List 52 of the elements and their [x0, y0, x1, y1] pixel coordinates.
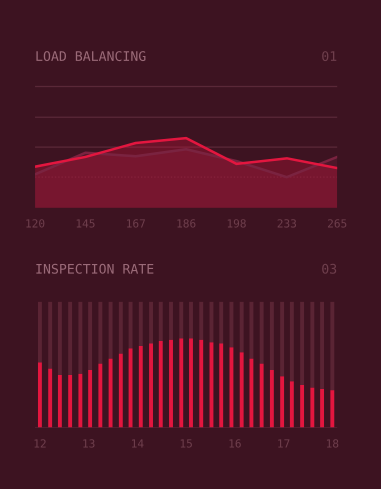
bar — [189, 338, 193, 428]
bar — [98, 364, 102, 428]
bar — [260, 364, 264, 428]
bar — [260, 302, 264, 364]
bar — [290, 302, 294, 382]
bar — [310, 388, 314, 428]
bar — [38, 302, 42, 362]
bar — [330, 390, 334, 428]
bar — [270, 370, 274, 428]
bar — [68, 374, 72, 428]
bar — [88, 302, 92, 370]
bar — [38, 362, 42, 428]
bar — [138, 302, 143, 346]
bar — [320, 388, 324, 428]
bar — [128, 302, 133, 349]
bar — [128, 348, 133, 428]
bar — [240, 352, 244, 428]
bar — [249, 358, 254, 428]
bar — [210, 342, 214, 428]
bar — [108, 358, 113, 428]
bar — [169, 340, 173, 428]
bar — [280, 376, 284, 428]
bar — [249, 302, 254, 359]
bar — [118, 302, 123, 354]
bar — [320, 302, 324, 389]
bar — [48, 368, 52, 428]
bar — [229, 302, 234, 348]
bar — [149, 343, 153, 428]
bar — [98, 302, 102, 364]
bar — [300, 385, 304, 428]
bar — [330, 302, 334, 390]
bar — [118, 354, 123, 428]
bar — [108, 302, 113, 359]
bar — [158, 302, 163, 341]
bar — [240, 302, 244, 352]
bar — [290, 381, 294, 428]
bar — [78, 302, 82, 374]
chart-title: INSPECTION RATE — [36, 264, 154, 274]
bar — [280, 302, 284, 376]
bar — [300, 302, 304, 386]
bar — [270, 302, 274, 370]
bar — [68, 302, 72, 375]
bar — [310, 302, 314, 388]
bar — [219, 302, 224, 344]
bar — [78, 374, 82, 428]
bar — [48, 302, 52, 369]
bar — [58, 374, 62, 428]
bar — [229, 347, 234, 428]
bar — [88, 370, 92, 428]
bar — [179, 302, 184, 338]
bar — [58, 302, 62, 375]
chart-title: LOAD BALANCING — [36, 51, 146, 62]
